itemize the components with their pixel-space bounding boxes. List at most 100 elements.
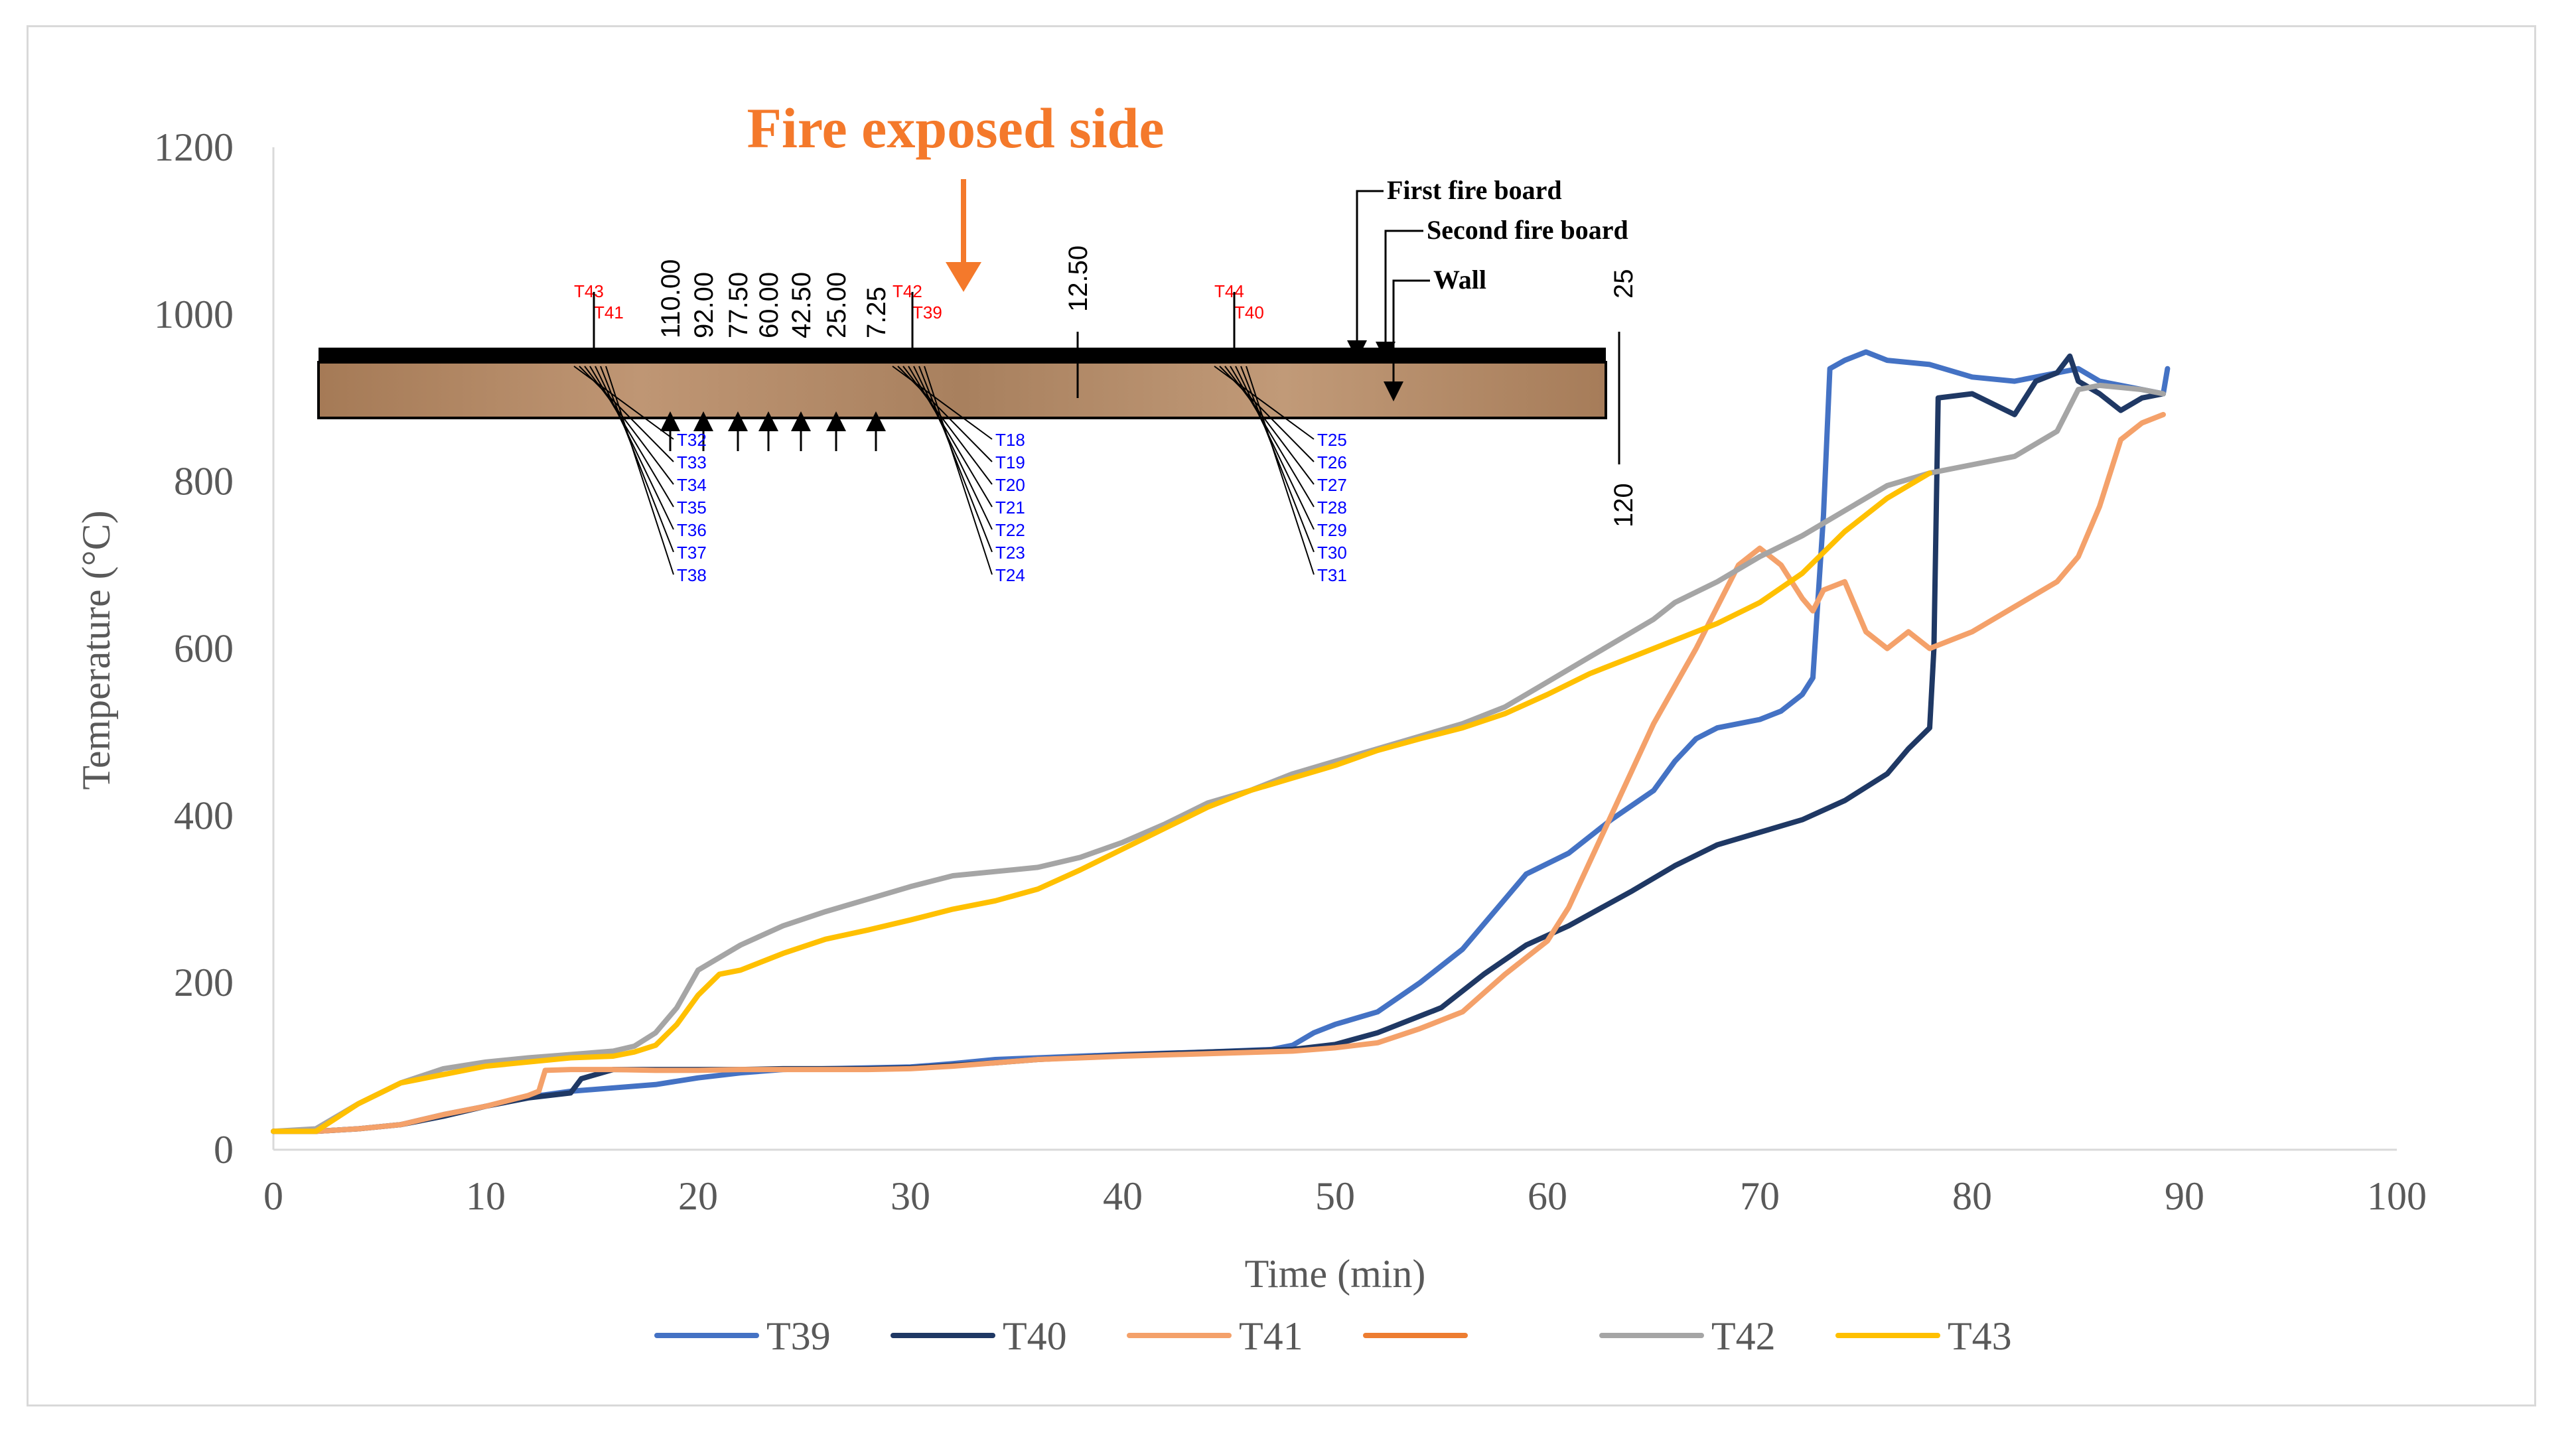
chart-frame [27, 25, 2536, 1406]
wall-label: Wall [1433, 265, 1486, 295]
legend-label: T39 [766, 1314, 831, 1358]
x-tick-label: 0 [263, 1174, 283, 1218]
x-tick-label: 30 [891, 1174, 930, 1218]
thermocouple-top-label: T43 [574, 281, 604, 301]
series-line-t40 [271, 353, 2166, 1134]
thermocouple-leader [897, 366, 993, 462]
thermocouple-bottom-label: T20 [995, 475, 1025, 495]
side-dimension: 25 [1609, 269, 1638, 299]
series-line-t41 [271, 411, 2166, 1134]
x-tick-label: 60 [1528, 1174, 1567, 1218]
dimension-label: 7.25 [862, 287, 891, 338]
series-group [271, 349, 2171, 1134]
thermocouple-top-label: T42 [893, 281, 922, 301]
thermocouple-bottom-label: T32 [677, 430, 707, 450]
thermocouple-bottom-label: T36 [677, 520, 707, 540]
fire-exposed-title: Fire exposed side [747, 96, 1164, 160]
thermocouple-leader [1235, 366, 1315, 530]
thermocouple-bottom-label: T25 [1317, 430, 1347, 450]
fire-arrow-head [946, 262, 981, 292]
thermocouple-leader [595, 366, 674, 530]
wall-pointer [1384, 279, 1430, 401]
dimension-label: 60.00 [754, 272, 784, 338]
dimension-label: 25.00 [822, 272, 851, 338]
cross-section-inset: Fire exposed side First fire board Secon… [317, 96, 1638, 585]
series-line-t42 [271, 382, 2166, 1134]
dimension-labels: 110.00 92.00 77.50 60.00 42.50 25.00 7.25 12.50… [656, 245, 1638, 527]
x-axis-title: Time (min) [1245, 1252, 1426, 1296]
thermocouple-bottom-label: T33 [677, 452, 707, 472]
thermocouple-leader [902, 366, 993, 485]
thermocouple-leader [1240, 366, 1315, 553]
thermocouple-bottom-label: T28 [1317, 498, 1347, 517]
thermocouple-leader [1230, 366, 1315, 508]
thermocouple-bottom-label: T22 [995, 520, 1025, 540]
thermocouple-leader [908, 366, 993, 508]
thermocouple-bottom-label: T18 [995, 430, 1025, 450]
thermocouple-top-label: T40 [1234, 303, 1264, 322]
legend-label: T40 [1003, 1314, 1067, 1358]
y-tick-label: 200 [174, 961, 234, 1004]
thermocouple-leader [605, 366, 674, 575]
thermocouple-top-label: T39 [912, 303, 942, 322]
x-tick-label: 90 [2165, 1174, 2204, 1218]
y-tick-label: 1000 [154, 293, 234, 336]
second-board-label: Second fire board [1427, 215, 1628, 245]
legend-label: T41 [1239, 1314, 1303, 1358]
thermocouple-bottom-label: T38 [677, 565, 707, 585]
thermocouple-bottom-label: T35 [677, 498, 707, 517]
dimension-label: 92.00 [689, 272, 719, 338]
y-tick-label: 400 [174, 793, 234, 837]
thermocouple-bottom-label: T19 [995, 452, 1025, 472]
x-tick-label: 80 [1952, 1174, 1992, 1218]
first-board-pointer [1347, 190, 1384, 360]
axes: 0 10 20 30 40 50 60 70 80 90 100020040060080010001… [154, 125, 2427, 1218]
side-dimension: 120 [1609, 483, 1638, 527]
thermocouple-bottom-label: T21 [995, 498, 1025, 517]
thermocouple-bottom-label: T30 [1317, 543, 1347, 563]
legend-label: T43 [1948, 1314, 2012, 1358]
series-line-t39 [271, 349, 2171, 1134]
thermocouple-bottom-label: T34 [677, 475, 707, 495]
thermocouple-bottom-label: T37 [677, 543, 707, 563]
y-tick-label: 0 [214, 1128, 234, 1172]
dimension-label: 42.50 [787, 272, 816, 338]
thermocouple-leader [913, 366, 993, 530]
legend-label: T42 [1711, 1314, 1776, 1358]
fire-board-layer [319, 348, 1606, 362]
thermocouple-bottom-label: T23 [995, 543, 1025, 563]
x-tick-label: 20 [678, 1174, 718, 1218]
x-tick-label: 50 [1315, 1174, 1355, 1218]
thermocouple-top-label: T41 [594, 303, 624, 322]
thermocouple-leader [1219, 366, 1315, 462]
thermocouple-bottom-label: T27 [1317, 475, 1347, 495]
thermocouple-leader [584, 366, 674, 485]
thermocouple-leader [1246, 366, 1315, 575]
thermocouple-bottom-label: T26 [1317, 452, 1347, 472]
second-board-pointer [1376, 230, 1423, 362]
y-tick-label: 600 [174, 627, 234, 671]
dimension-label: 110.00 [656, 259, 685, 338]
thermocouple-bottom-label: T31 [1317, 565, 1347, 585]
dimension-label: 77.50 [724, 272, 753, 338]
thermocouple-leader [600, 366, 674, 553]
legend: T39 T40 T41 T42 T43 [654, 1314, 2012, 1358]
series-line-t43 [271, 470, 1932, 1134]
y-axis-title: Temperature (°C) [74, 510, 118, 789]
thermocouple-leader [1224, 366, 1315, 485]
x-tick-label: 40 [1103, 1174, 1143, 1218]
thermocouple-bottom-label: T29 [1317, 520, 1347, 540]
y-tick-label: 800 [174, 460, 234, 504]
x-tick-label: 10 [466, 1174, 506, 1218]
dimension-label: 12.50 [1064, 245, 1093, 312]
wall-layer [317, 361, 1607, 419]
first-board-label: First fire board [1387, 175, 1562, 205]
thermocouple-top-label: T44 [1214, 281, 1244, 301]
x-tick-label: 100 [2367, 1174, 2427, 1218]
y-tick-label: 1200 [154, 125, 234, 169]
thermocouple-leader [579, 366, 674, 462]
thermocouple-leader [589, 366, 674, 508]
thermocouple-bottom-label: T24 [995, 565, 1025, 585]
